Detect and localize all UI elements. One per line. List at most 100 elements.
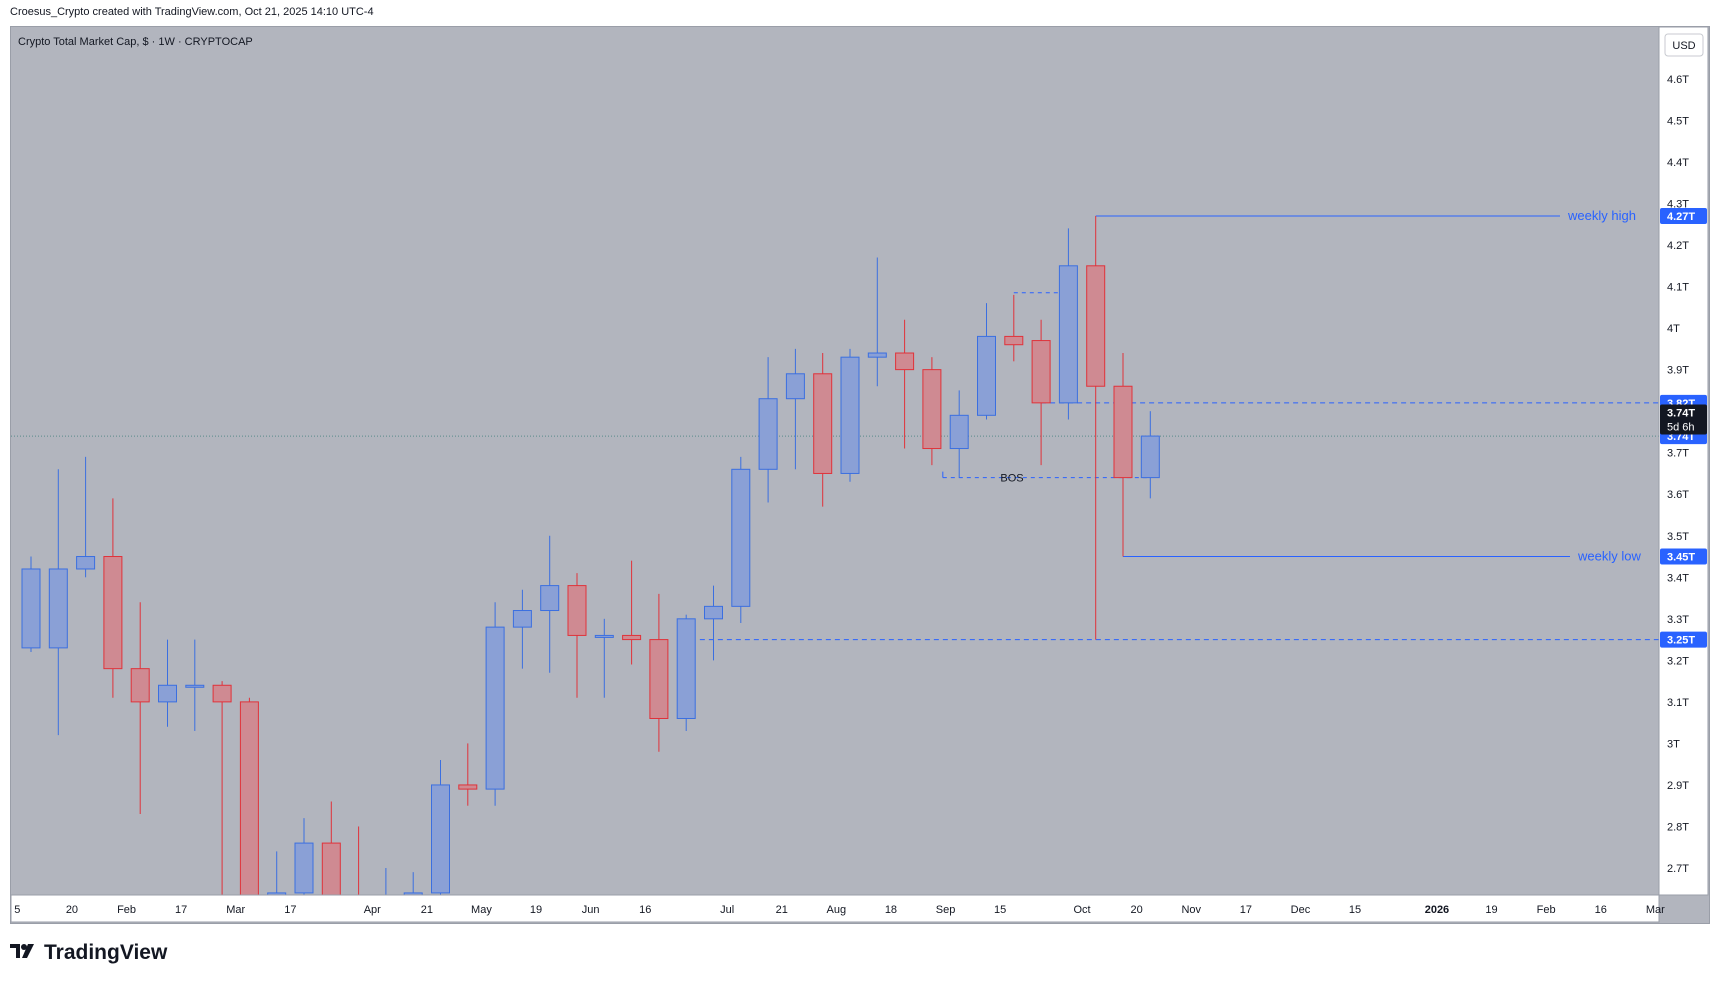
candle-body	[540, 585, 560, 612]
candle	[1113, 353, 1133, 557]
candle	[158, 639, 177, 727]
candle-body	[431, 784, 450, 894]
candle-body	[895, 352, 915, 371]
candle-body	[321, 842, 341, 895]
chart-title: Crypto Total Market Cap, $ · 1W · CRYPTO…	[18, 36, 253, 48]
currency-button-label: USD	[1672, 40, 1695, 52]
x-tick-label: 17	[1240, 904, 1252, 916]
x-tick-label: Feb	[117, 904, 136, 916]
weekly-low-tag-bg	[1660, 548, 1707, 565]
y-tick-label: 3.9T	[1667, 365, 1689, 377]
candle-body	[758, 398, 778, 470]
level-3-25-tag-bg	[1660, 631, 1707, 648]
currency-button	[1664, 33, 1704, 57]
candle	[813, 353, 833, 507]
candle	[1058, 228, 1078, 420]
candle	[103, 498, 123, 698]
x-tick-label: 15	[994, 904, 1006, 916]
x-tick-label: Mar	[1646, 904, 1665, 916]
candle-body	[977, 335, 996, 416]
y-tick-label: 2.8T	[1667, 821, 1689, 833]
candle	[1086, 215, 1106, 640]
y-tick-label: 3.7T	[1667, 448, 1689, 460]
candle	[785, 348, 805, 470]
candle-body	[649, 639, 669, 719]
weekly-low-label: weekly low	[1577, 549, 1641, 564]
x-tick-label: Sep	[936, 904, 956, 916]
candle	[1031, 319, 1051, 466]
candle-body	[294, 842, 314, 894]
x-tick-label: 20	[66, 904, 78, 916]
candle-body	[867, 352, 887, 358]
candle-body	[1004, 335, 1024, 346]
x-tick-label: 2026	[1425, 904, 1449, 916]
y-tick-label: 3.2T	[1667, 655, 1689, 667]
y-tick-label: 2.7T	[1667, 863, 1689, 875]
candle	[704, 585, 723, 661]
tradingview-brand[interactable]: TradingView	[44, 941, 168, 964]
candle	[185, 639, 205, 731]
candle-body	[239, 701, 259, 895]
candle-body	[403, 892, 423, 895]
candle	[1140, 411, 1160, 499]
candle	[130, 602, 150, 815]
candle	[358, 826, 360, 895]
x-tick-label: Apr	[364, 904, 381, 916]
candle-body	[622, 634, 642, 641]
candle	[594, 618, 614, 698]
y-tick-label: 4.3T	[1667, 199, 1689, 211]
weekly-high-label: weekly high	[1567, 208, 1636, 223]
candle-body	[76, 556, 96, 570]
footer: TradingView	[10, 940, 167, 966]
candle	[294, 818, 314, 895]
y-tick-label: 4.5T	[1667, 115, 1689, 127]
candle-body	[1113, 385, 1133, 479]
candle	[1004, 294, 1024, 362]
x-tick-label: 21	[421, 904, 433, 916]
candle	[76, 456, 96, 578]
x-tick-label: 19	[1485, 904, 1497, 916]
y-tick-label: 3T	[1667, 738, 1680, 750]
candle	[649, 593, 669, 752]
x-tick-label: 16	[639, 904, 651, 916]
candle-body	[676, 618, 696, 719]
x-tick-label: Aug	[827, 904, 847, 916]
x-tick-label: 20	[1131, 904, 1143, 916]
tradingview-logo-icon[interactable]	[10, 940, 36, 966]
countdown-time-label: 5d 6h	[1667, 421, 1695, 433]
y-tick-label: 3.5T	[1667, 531, 1689, 543]
candle	[867, 257, 887, 387]
candle-body	[594, 634, 614, 638]
candle	[676, 614, 696, 731]
candle-body	[130, 668, 150, 703]
candle-body	[1058, 265, 1078, 404]
x-tick-label: 5	[14, 904, 20, 916]
candle-body	[567, 585, 587, 636]
candle-body	[212, 684, 232, 703]
candle	[540, 535, 560, 673]
y-tick-label: 3.6T	[1667, 489, 1689, 501]
candle-body	[731, 468, 751, 607]
x-tick-label: Jul	[720, 904, 734, 916]
candle	[758, 357, 778, 503]
candle	[949, 390, 969, 478]
candle-body	[158, 684, 177, 703]
candle	[977, 303, 996, 420]
weekly-high-tag-label: 4.27T	[1667, 211, 1695, 223]
candle-body	[485, 626, 505, 790]
y-tick-label: 2.9T	[1667, 780, 1689, 792]
chart-credit: Croesus_Crypto created with TradingView.…	[10, 6, 374, 18]
candle	[485, 602, 505, 806]
x-tick-label: Nov	[1181, 904, 1201, 916]
x-tick-label: Jun	[582, 904, 600, 916]
y-tick-label: 4.1T	[1667, 282, 1689, 294]
x-tick-label: 18	[885, 904, 897, 916]
candle	[267, 851, 287, 895]
candle	[321, 801, 341, 895]
y-tick-label: 4.2T	[1667, 240, 1689, 252]
y-tick-label: 3.1T	[1667, 697, 1689, 709]
candle-body	[1140, 435, 1160, 479]
candle	[48, 469, 68, 736]
candle-body	[21, 568, 41, 649]
